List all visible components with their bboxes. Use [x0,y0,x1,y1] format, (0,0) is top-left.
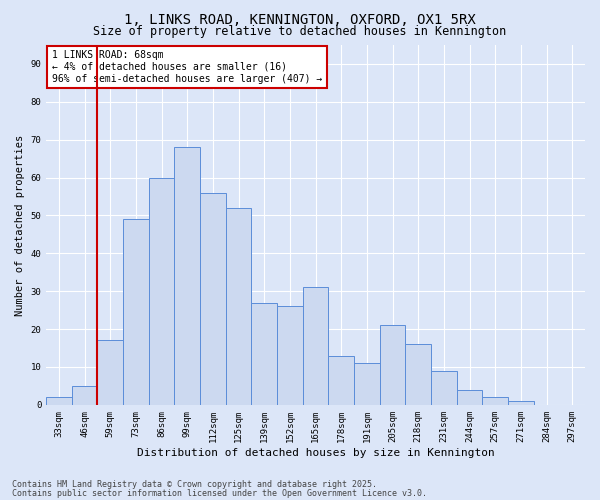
Y-axis label: Number of detached properties: Number of detached properties [15,134,25,316]
Bar [508,401,533,405]
Bar [380,326,406,405]
Bar [123,219,149,405]
Bar [226,208,251,405]
Bar [457,390,482,405]
Bar [406,344,431,405]
Bar [431,370,457,405]
Bar [72,386,97,405]
Bar [303,288,328,405]
Text: Size of property relative to detached houses in Kennington: Size of property relative to detached ho… [94,25,506,38]
Bar [175,148,200,405]
Bar [97,340,123,405]
Bar [251,302,277,405]
Bar [482,398,508,405]
Text: Contains HM Land Registry data © Crown copyright and database right 2025.: Contains HM Land Registry data © Crown c… [12,480,377,489]
Bar [149,178,175,405]
Bar [46,398,72,405]
Text: 1, LINKS ROAD, KENNINGTON, OXFORD, OX1 5RX: 1, LINKS ROAD, KENNINGTON, OXFORD, OX1 5… [124,12,476,26]
Bar [200,192,226,405]
Bar [277,306,303,405]
Bar [328,356,354,405]
Text: Contains public sector information licensed under the Open Government Licence v3: Contains public sector information licen… [12,488,427,498]
X-axis label: Distribution of detached houses by size in Kennington: Distribution of detached houses by size … [137,448,494,458]
Bar [354,363,380,405]
Text: 1 LINKS ROAD: 68sqm
← 4% of detached houses are smaller (16)
96% of semi-detache: 1 LINKS ROAD: 68sqm ← 4% of detached hou… [52,50,322,84]
